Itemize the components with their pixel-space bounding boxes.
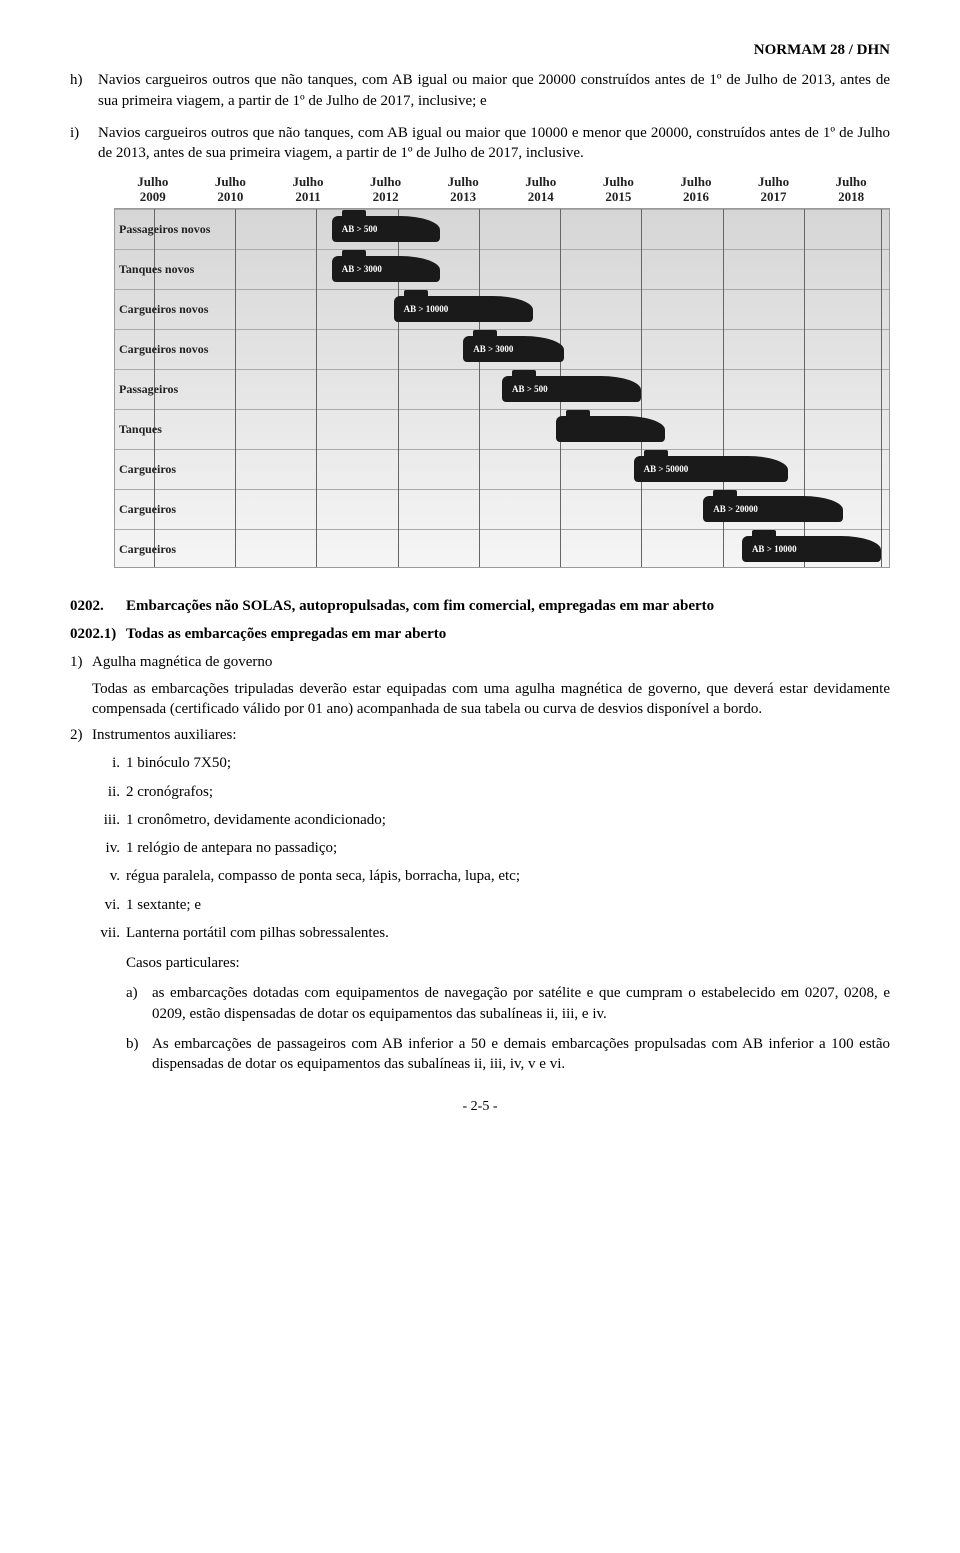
chart-body: Passageiros novos AB > 500 Tanques novos AB… bbox=[114, 208, 890, 568]
chart-row-label: Cargueiros bbox=[115, 501, 255, 517]
chart-year-label: Julho2010 bbox=[192, 175, 270, 204]
chart-year-label: Julho2011 bbox=[269, 175, 347, 204]
chart-year-label: Julho2015 bbox=[580, 175, 658, 204]
list-item-h: h) Navios cargueiros outros que não tanq… bbox=[70, 70, 890, 111]
ab-text: as embarcações dotadas com equipamentos … bbox=[152, 983, 890, 1024]
chart-gridline bbox=[641, 209, 642, 567]
chart-row-label: Cargueiros bbox=[115, 461, 255, 477]
section-0202-heading: 0202. Embarcações não SOLAS, autopropuls… bbox=[70, 596, 890, 616]
roman-text: 2 cronógrafos; bbox=[126, 782, 890, 802]
numbered-item-2-label: Instrumentos auxiliares: bbox=[92, 725, 237, 745]
chart-year-label: Julho2016 bbox=[657, 175, 735, 204]
chart-year-label: Julho2014 bbox=[502, 175, 580, 204]
chart-year-labels: Julho2009Julho2010Julho2011Julho2012Julh… bbox=[114, 175, 890, 204]
chart-year-label: Julho2018 bbox=[812, 175, 890, 204]
chart-gridline bbox=[881, 209, 882, 567]
item-h-text: Navios cargueiros outros que não tanques… bbox=[98, 70, 890, 111]
doc-id-header: NORMAM 28 / DHN bbox=[70, 40, 890, 60]
chart-gridline bbox=[479, 209, 480, 567]
numbered-item-1: 1) Agulha magnética de governo bbox=[70, 652, 890, 672]
subsection-0202-1: 0202.1) Todas as embarcações empregadas … bbox=[70, 624, 890, 644]
roman-text: 1 cronômetro, devidamente acondicionado; bbox=[126, 810, 890, 830]
chart-row: Cargueiros AB > 20000 bbox=[115, 489, 889, 529]
chart-row: Tanques novos AB > 3000 bbox=[115, 249, 889, 289]
page-footer: - 2-5 - bbox=[70, 1098, 890, 1117]
item-i-text: Navios cargueiros outros que não tanques… bbox=[98, 123, 890, 164]
subsection-0202-1-number: 0202.1) bbox=[70, 624, 126, 644]
chart-row-label: Passageiros novos bbox=[115, 221, 255, 237]
ship-icon: AB > 50000 bbox=[634, 456, 789, 482]
chart-row: Cargueiros novos AB > 3000 bbox=[115, 329, 889, 369]
ship-icon: AB > 20000 bbox=[703, 496, 842, 522]
ab-text: As embarcações de passageiros com AB inf… bbox=[152, 1034, 890, 1075]
roman-text: 1 binóculo 7X50; bbox=[126, 753, 890, 773]
ab-list-item: b)As embarcações de passageiros com AB i… bbox=[126, 1034, 890, 1075]
ship-icon: AB > 3000 bbox=[463, 336, 564, 362]
chart-row-label: Tanques novos bbox=[115, 261, 255, 277]
ab-marker: a) bbox=[126, 983, 152, 1024]
chart-year-label: Julho2013 bbox=[424, 175, 502, 204]
roman-list: i.1 binóculo 7X50;ii.2 cronógrafos;iii.1… bbox=[92, 753, 890, 943]
roman-list-item: iv.1 relógio de antepara no passadiço; bbox=[92, 838, 890, 858]
subsection-0202-1-title: Todas as embarcações empregadas em mar a… bbox=[126, 624, 446, 644]
ship-icon: AB > 3000 bbox=[332, 256, 440, 282]
chart-row: Cargueiros novos AB > 10000 bbox=[115, 289, 889, 329]
chart-row: Passageiros AB > 500 bbox=[115, 369, 889, 409]
roman-marker: iv. bbox=[92, 838, 126, 858]
timeline-chart: Julho2009Julho2010Julho2011Julho2012Julh… bbox=[114, 175, 890, 568]
roman-list-item: vi.1 sextante; e bbox=[92, 895, 890, 915]
chart-year-label: Julho2009 bbox=[114, 175, 192, 204]
roman-text: régua paralela, compasso de ponta seca, … bbox=[126, 866, 890, 886]
ab-list-item: a)as embarcações dotadas com equipamento… bbox=[126, 983, 890, 1024]
roman-list-item: iii.1 cronômetro, devidamente acondicion… bbox=[92, 810, 890, 830]
roman-list-item: i.1 binóculo 7X50; bbox=[92, 753, 890, 773]
ship-icon: AB > 10000 bbox=[742, 536, 881, 562]
chart-year-label: Julho2017 bbox=[735, 175, 813, 204]
roman-marker: vii. bbox=[92, 923, 126, 943]
section-0202-title: Embarcações não SOLAS, autopropulsadas, … bbox=[126, 596, 890, 616]
numbered-item-1-label: Agulha magnética de governo bbox=[92, 652, 272, 672]
item-h-marker: h) bbox=[70, 70, 98, 111]
roman-list-item: ii.2 cronógrafos; bbox=[92, 782, 890, 802]
chart-gridline bbox=[316, 209, 317, 567]
chart-row-label: Cargueiros novos bbox=[115, 341, 255, 357]
ab-list: a)as embarcações dotadas com equipamento… bbox=[126, 983, 890, 1074]
section-0202-number: 0202. bbox=[70, 596, 126, 616]
chart-year-label: Julho2012 bbox=[347, 175, 425, 204]
numbered-item-2: 2) Instrumentos auxiliares: bbox=[70, 725, 890, 745]
chart-row-label: Cargueiros novos bbox=[115, 301, 255, 317]
chart-row: Cargueiros AB > 10000 bbox=[115, 529, 889, 569]
list-item-i: i) Navios cargueiros outros que não tanq… bbox=[70, 123, 890, 164]
roman-marker: v. bbox=[92, 866, 126, 886]
roman-list-item: vii.Lanterna portátil com pilhas sobress… bbox=[92, 923, 890, 943]
chart-row-label: Cargueiros bbox=[115, 541, 255, 557]
ship-icon bbox=[556, 416, 664, 442]
numbered-item-1-paragraph: Todas as embarcações tripuladas deverão … bbox=[92, 679, 890, 720]
roman-marker: iii. bbox=[92, 810, 126, 830]
numbered-item-2-marker: 2) bbox=[70, 725, 92, 745]
item-i-marker: i) bbox=[70, 123, 98, 164]
chart-row-label: Tanques bbox=[115, 421, 255, 437]
chart-row: Passageiros novos AB > 500 bbox=[115, 209, 889, 249]
casos-particulares-label: Casos particulares: bbox=[126, 953, 890, 973]
roman-list-item: v.régua paralela, compasso de ponta seca… bbox=[92, 866, 890, 886]
ship-icon: AB > 500 bbox=[332, 216, 440, 242]
roman-text: 1 sextante; e bbox=[126, 895, 890, 915]
chart-row: Tanques bbox=[115, 409, 889, 449]
roman-marker: ii. bbox=[92, 782, 126, 802]
ship-icon: AB > 500 bbox=[502, 376, 641, 402]
roman-marker: i. bbox=[92, 753, 126, 773]
chart-row-label: Passageiros bbox=[115, 381, 255, 397]
numbered-item-1-marker: 1) bbox=[70, 652, 92, 672]
ab-marker: b) bbox=[126, 1034, 152, 1075]
roman-text: Lanterna portátil com pilhas sobressalen… bbox=[126, 923, 890, 943]
ship-icon: AB > 10000 bbox=[394, 296, 533, 322]
chart-row: Cargueiros AB > 50000 bbox=[115, 449, 889, 489]
roman-text: 1 relógio de antepara no passadiço; bbox=[126, 838, 890, 858]
roman-marker: vi. bbox=[92, 895, 126, 915]
